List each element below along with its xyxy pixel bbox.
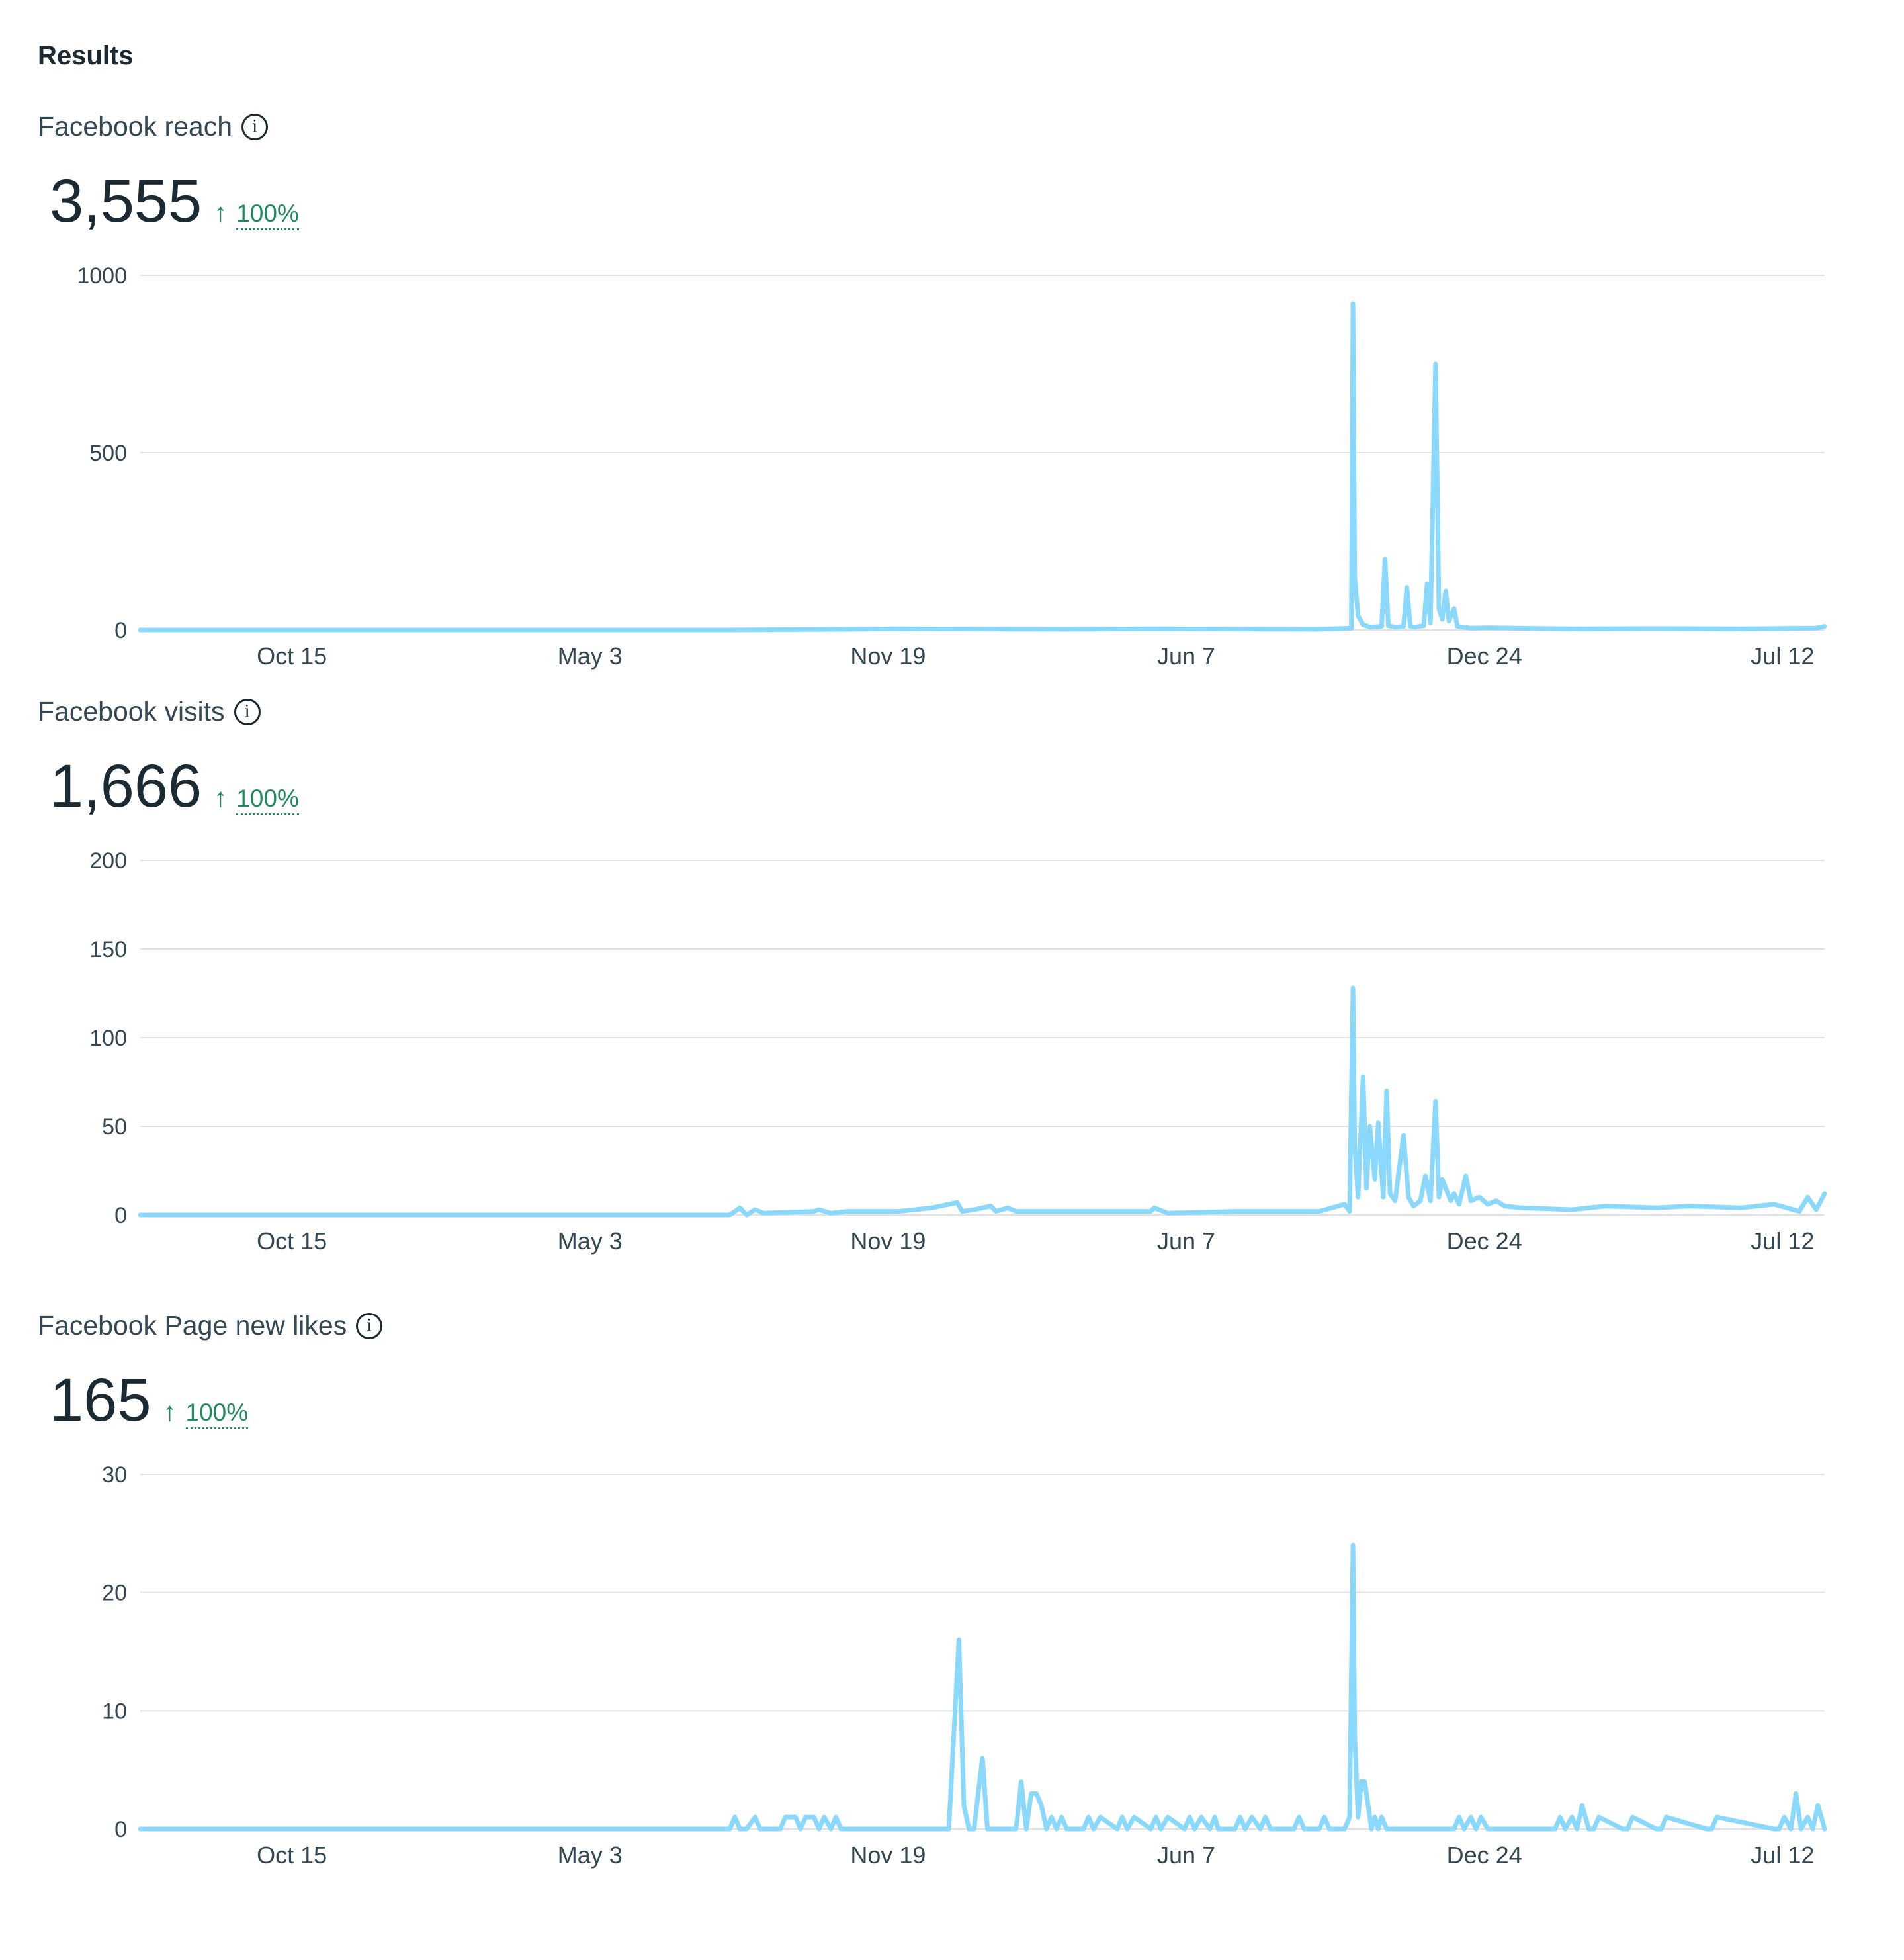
metric-label-row: Facebook visits i [38,696,261,727]
x-tick-label: Jul 12 [1751,1842,1814,1869]
y-tick-label: 0 [114,1817,127,1842]
y-tick-label: 30 [102,1462,127,1488]
y-tick-label: 1000 [77,263,127,289]
x-tick-label: Jun 7 [1157,643,1215,670]
metric-value-row: 3,555 ↑ 100% [50,171,299,232]
metric-label-row: Facebook reach i [38,111,269,142]
y-tick-label: 0 [114,1203,127,1228]
metric-value: 3,555 [50,167,202,235]
series-line[interactable] [138,985,1827,1218]
x-tick-label: Jul 12 [1751,1227,1814,1255]
metric-label-row: Facebook Page new likes i [38,1310,383,1341]
x-tick-label: Jun 7 [1157,1227,1215,1255]
info-icon[interactable]: i [241,113,269,140]
x-tick-label: Dec 24 [1447,643,1522,670]
reach-chart[interactable]: 0 500 1000 Oct 15 May 3 Nov 19 Jun 7 Dec 24 Jul … [0,250,1904,670]
x-tick-label: Oct 15 [257,643,327,670]
y-tick-label: 100 [89,1026,127,1051]
x-tick-label: Dec 24 [1447,1227,1522,1255]
arrow-up-icon: ↑ [214,783,228,813]
y-tick-label: 20 [102,1581,127,1606]
visits-chart[interactable]: 0 50 100 150 200 Oct 15 May 3 Nov 19 Jun 7 Dec 24… [0,835,1904,1255]
change-percent[interactable]: 100% [185,1399,249,1429]
metric-value-row: 1,666 ↑ 100% [50,756,299,817]
change-indicator: ↑ 100% [214,783,299,815]
x-tick-label: May 3 [558,1227,623,1255]
x-tick-label: Oct 15 [257,1842,327,1869]
y-tick-label: 50 [102,1114,127,1139]
x-tick-label: Oct 15 [257,1227,327,1255]
x-tick-label: Dec 24 [1447,1842,1522,1869]
metric-label: Facebook reach [38,111,233,142]
metric-label: Facebook Page new likes [38,1310,347,1341]
change-indicator: ↑ 100% [163,1398,249,1429]
series-line[interactable] [138,301,1827,633]
y-tick-label: 200 [89,848,127,873]
arrow-up-icon: ↑ [214,199,228,228]
y-tick-label: 10 [102,1699,127,1724]
info-icon[interactable]: i [234,698,261,725]
x-tick-label: Nov 19 [850,643,926,670]
x-tick-label: Nov 19 [850,1227,926,1255]
metric-value: 1,666 [50,752,202,820]
change-percent[interactable]: 100% [236,200,299,230]
arrow-up-icon: ↑ [163,1398,177,1427]
change-percent[interactable]: 100% [236,785,299,815]
x-tick-label: Jul 12 [1751,643,1814,670]
change-indicator: ↑ 100% [214,199,299,230]
x-tick-label: May 3 [558,1842,623,1869]
metric-value: 165 [50,1366,151,1434]
y-tick-label: 0 [114,618,127,643]
x-tick-label: May 3 [558,643,623,670]
y-tick-label: 500 [89,441,127,466]
section-title: Results [38,41,134,70]
metric-label: Facebook visits [38,696,225,727]
y-tick-label: 150 [89,937,127,962]
new-likes-chart[interactable]: 0 10 20 30 Oct 15 May 3 Nov 19 Jun 7 Dec 24 Jul 1… [0,1449,1904,1869]
metric-value-row: 165 ↑ 100% [50,1366,249,1434]
info-icon[interactable]: i [356,1312,383,1339]
series-line[interactable] [138,1542,1827,1832]
x-tick-label: Jun 7 [1157,1842,1215,1869]
x-tick-label: Nov 19 [850,1842,926,1869]
